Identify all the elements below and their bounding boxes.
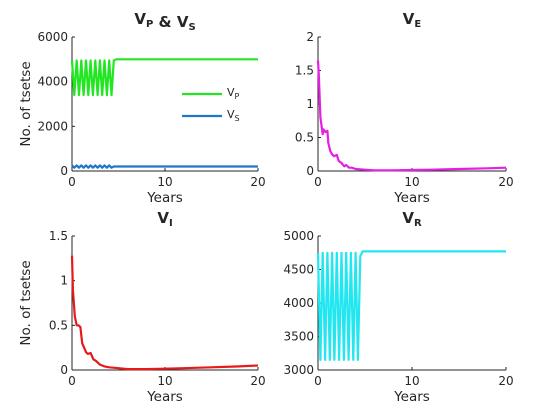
x-tick-label: 10 (157, 175, 172, 189)
legend: VP VS (182, 86, 240, 123)
y-tick-label: 4500 (283, 263, 314, 277)
series-line-0 (70, 58, 258, 97)
series-line-0 (316, 250, 506, 361)
x-tick-label: 10 (157, 374, 172, 388)
y-axis-label: No. of tsetse (18, 260, 34, 345)
y-tick-label: 5000 (283, 229, 314, 243)
panel-title: VP & VS (134, 10, 195, 33)
x-tick-label: 0 (314, 175, 322, 189)
y-tick-label: 4000 (37, 75, 68, 89)
y-tick-label: 2 (306, 30, 314, 44)
series-line-0 (70, 255, 259, 371)
panel-title: VE (403, 10, 422, 30)
y-tick-label: 6000 (37, 30, 68, 44)
y-tick-label: 0.5 (49, 318, 68, 332)
x-tick-label: 20 (250, 374, 265, 388)
y-tick-label: 3500 (283, 330, 314, 344)
y-tick-label: 2000 (37, 119, 68, 133)
x-tick-label: 0 (314, 374, 322, 388)
x-tick-label: 20 (498, 374, 513, 388)
y-tick-label: 3000 (283, 363, 314, 377)
x-tick-label: 20 (250, 175, 265, 189)
x-axis-label: Years (393, 190, 430, 206)
x-tick-label: 10 (404, 374, 419, 388)
x-tick-label: 20 (498, 175, 513, 189)
y-tick-label: 0 (60, 164, 68, 178)
panel-vp-vs: 0 2000 4000 6000 0 10 20 Years No. of tsetse VP &… (18, 10, 266, 206)
panel-title: VI (157, 209, 172, 229)
panel-vr: 3000 3500 4000 4500 5000 0 10 20 Years VR (283, 209, 513, 405)
series-line-0 (316, 60, 507, 172)
y-tick-label: 1 (306, 97, 314, 111)
y-tick-label: 0.5 (295, 131, 314, 145)
y-tick-label: 0 (60, 363, 68, 377)
y-axis-label: No. of tsetse (18, 61, 34, 146)
x-axis-label: Years (393, 389, 430, 405)
y-tick-label: 1.5 (295, 64, 314, 78)
y-tick-label: 1 (60, 274, 68, 288)
y-tick-label: 0 (306, 164, 314, 178)
x-tick-label: 0 (68, 374, 76, 388)
panel-vi: 0 0.5 1 1.5 0 10 20 Years No. of tsetse VI (18, 209, 266, 405)
series-line-1 (71, 164, 258, 169)
x-tick-label: 10 (404, 175, 419, 189)
y-tick-label: 4000 (283, 296, 314, 310)
x-axis-label: Years (146, 190, 183, 206)
y-tick-label: 1.5 (49, 229, 68, 243)
panel-title: VR (402, 209, 422, 229)
x-axis-label: Years (146, 389, 183, 405)
x-tick-label: 0 (68, 175, 76, 189)
legend-label: VS (227, 108, 240, 123)
legend-label: VP (227, 86, 240, 101)
